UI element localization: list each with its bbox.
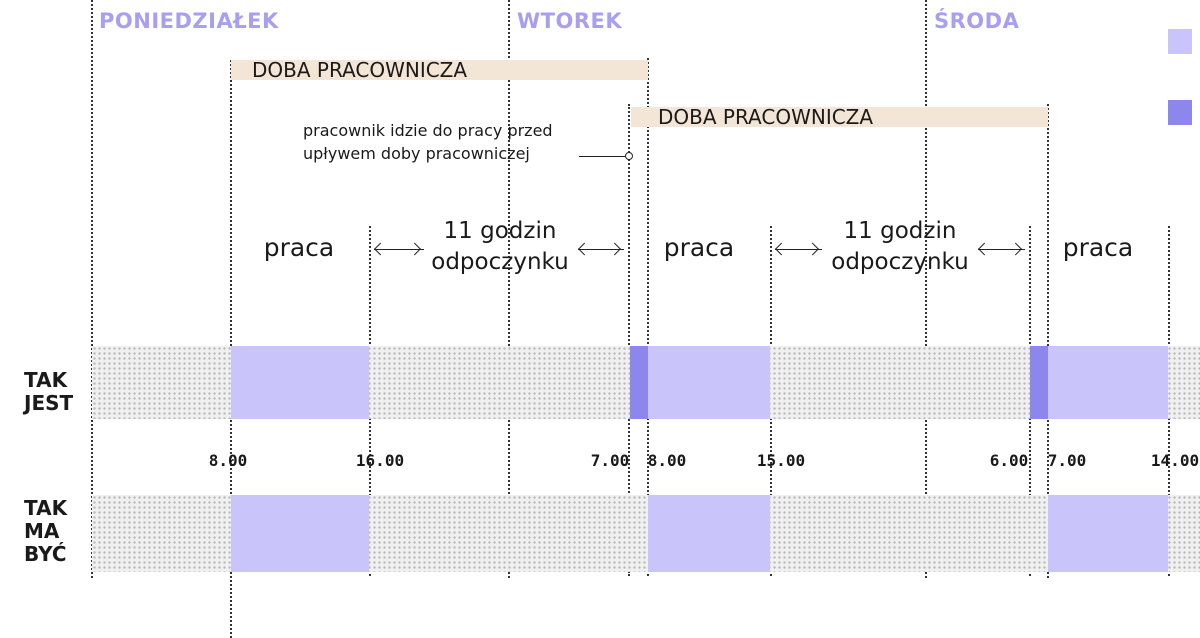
time-label: 8.00 (647, 451, 687, 470)
day-label-tuesday: WTOREK (517, 9, 623, 33)
guide-line-8-00-b (647, 58, 649, 576)
legend-dark-square (1168, 100, 1192, 125)
row-label-tak-jest: TAK JEST (24, 369, 73, 415)
day-divider-line (91, 0, 93, 578)
annotation-note: pracownik idzie do pracy przed upływem d… (303, 119, 553, 165)
rest-label-2-line-1: 11 godzin (843, 218, 957, 244)
day-divider-line (925, 0, 927, 578)
doba-pracownicza-bar-1: DOBA PRACOWNICZA (231, 60, 648, 80)
time-label: 14.00 (1150, 451, 1200, 470)
rest-arrow-1b (578, 249, 624, 250)
rest-arrow-1 (374, 249, 424, 250)
rest-label-1: 11 godzin odpoczynku (380, 216, 620, 278)
doba-pracownicza-bar-2: DOBA PRACOWNICZA (631, 107, 1048, 127)
row-label-line: BYĆ (24, 542, 67, 566)
time-label: 15.00 (756, 451, 806, 470)
annotation-pointer-line (579, 156, 626, 157)
work-block (648, 346, 770, 419)
day-label-monday: PONIEDZIAŁEK (99, 9, 279, 33)
praca-label-3: praca (1062, 233, 1134, 262)
rest-label-2: 11 godzin odpoczynku (780, 216, 1020, 278)
row-label-tak-ma-byc: TAK MA BYĆ (24, 497, 67, 566)
time-label: 8.00 (208, 451, 248, 470)
work-block (1048, 495, 1168, 572)
work-block (231, 495, 369, 572)
legend-light-square (1168, 29, 1192, 54)
praca-label-2: praca (663, 233, 735, 262)
time-label: 7.00 (1047, 451, 1087, 470)
row-label-line: TAK (24, 496, 68, 520)
day-label-wednesday: ŚRODA (934, 9, 1020, 33)
row-label-line: JEST (24, 391, 74, 415)
annotation-pointer-dot (625, 152, 633, 160)
row-label-line: TAK (24, 368, 68, 392)
time-label: 16.00 (355, 451, 405, 470)
annotation-line-1: pracownik idzie do pracy przed (303, 121, 553, 140)
rest-arrow-2 (775, 249, 822, 250)
day-divider-line (508, 0, 510, 578)
time-label: 7.00 (590, 451, 630, 470)
guide-line-7-00-b (1047, 104, 1049, 578)
rest-label-1-line-1: 11 godzin (443, 218, 557, 244)
work-block (1048, 346, 1168, 419)
rest-label-1-line-2: odpoczynku (431, 249, 569, 275)
rest-label-2-line-2: odpoczynku (831, 249, 969, 275)
work-block (648, 495, 770, 572)
annotation-line-2: upływem doby pracowniczej (303, 144, 530, 163)
time-label: 6.00 (989, 451, 1029, 470)
early-start-block (630, 346, 648, 419)
work-block (231, 346, 369, 419)
early-start-block (1030, 346, 1048, 419)
rest-arrow-2b (978, 249, 1025, 250)
row-label-line: MA (24, 519, 60, 543)
guide-line-7-00 (628, 104, 630, 576)
praca-label-1: praca (263, 233, 335, 262)
